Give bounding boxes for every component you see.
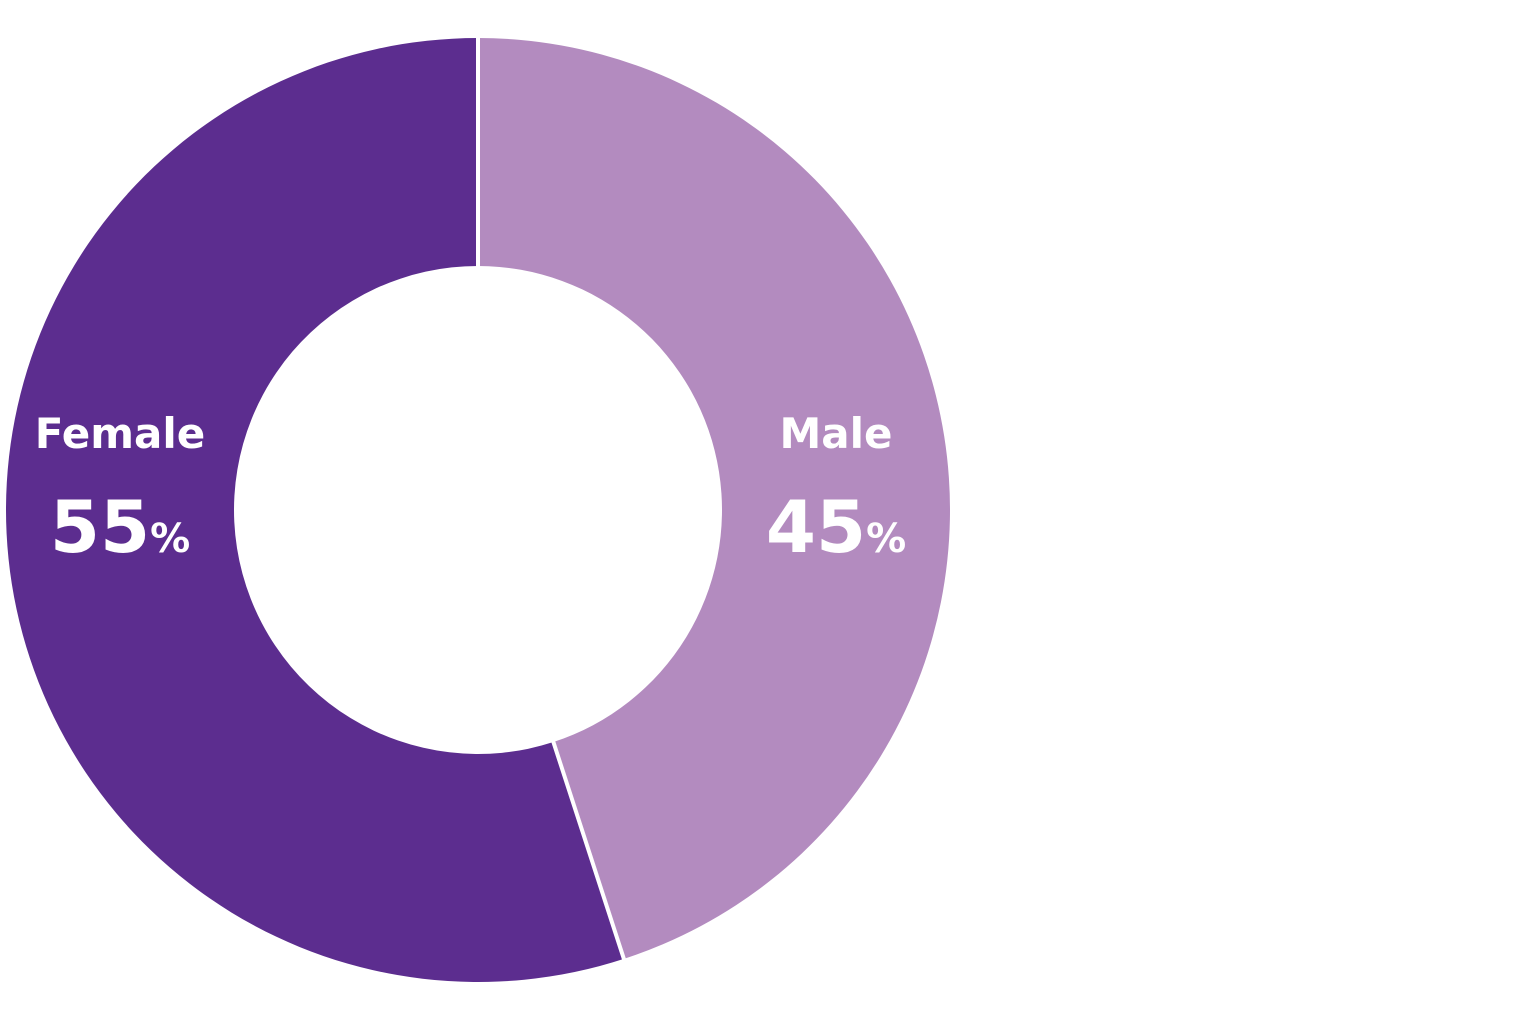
separators-layer (476, 36, 627, 962)
slice-value-male: 45% (766, 485, 906, 569)
slice-separator-1 (550, 739, 627, 962)
slice-label-group-female: Female 55% (35, 409, 205, 569)
slice-male (478, 38, 950, 959)
slice-label-female: Female (35, 409, 205, 458)
slice-label-male: Male (779, 409, 892, 458)
slice-label-group-male: Male 45% (766, 409, 906, 569)
labels-layer: Male 45% Female 55% (35, 409, 906, 569)
slice-value-female: 55% (50, 485, 190, 569)
slice-female (5, 38, 624, 983)
slices-layer (5, 38, 950, 983)
